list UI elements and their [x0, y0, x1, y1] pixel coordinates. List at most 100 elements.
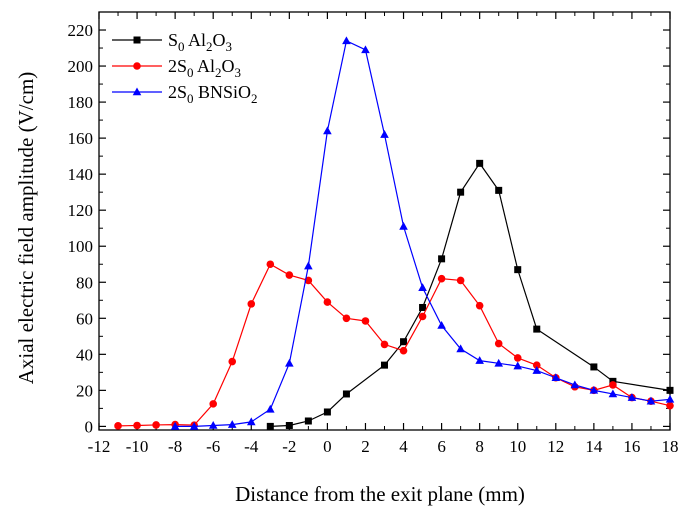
- data-point: [666, 401, 674, 410]
- data-point: [457, 188, 465, 196]
- data-point: [170, 421, 180, 430]
- data-point: [246, 417, 256, 426]
- y-tick-label: 160: [68, 129, 94, 148]
- data-point: [532, 361, 541, 369]
- y-tick-label: 200: [68, 57, 94, 76]
- data-point: [590, 363, 598, 371]
- data-point: [400, 338, 408, 346]
- data-point: [495, 186, 503, 194]
- x-tick-label: -10: [126, 437, 149, 456]
- y-tick-label: 40: [76, 345, 93, 364]
- legend-entry: 2S0 BNSiO2: [168, 82, 258, 106]
- x-tick-label: 8: [475, 437, 484, 456]
- x-axis-title: Distance from the exit plane (mm): [235, 482, 525, 506]
- data-point: [513, 361, 523, 370]
- series-2: [114, 260, 674, 430]
- data-point: [437, 321, 446, 329]
- data-point: [475, 356, 484, 364]
- series-line: [118, 263, 671, 427]
- data-point: [456, 344, 465, 353]
- data-point: [608, 389, 618, 398]
- data-point: [247, 300, 256, 308]
- data-point: [380, 130, 389, 138]
- data-point: [627, 393, 637, 401]
- data-point: [133, 421, 141, 430]
- data-point: [399, 221, 408, 230]
- data-point: [589, 385, 599, 394]
- data-point: [285, 421, 293, 429]
- data-point: [209, 400, 217, 408]
- data-point: [438, 255, 446, 263]
- data-point: [646, 396, 656, 405]
- data-point: [532, 366, 542, 374]
- y-tick-label: 100: [68, 237, 94, 256]
- y-tick-label: 20: [76, 381, 93, 400]
- data-point: [285, 271, 294, 279]
- legend-marker: [133, 36, 141, 44]
- x-tick-label: 12: [547, 437, 564, 456]
- data-point: [570, 380, 580, 389]
- data-point: [418, 283, 427, 291]
- series-1: [266, 159, 674, 430]
- data-point: [361, 45, 370, 54]
- data-point: [114, 422, 122, 430]
- x-tick-label: -4: [244, 437, 259, 456]
- x-tick-label: 4: [399, 437, 408, 456]
- data-point: [419, 303, 427, 311]
- series-layer: [114, 36, 675, 430]
- data-point: [494, 339, 503, 348]
- x-tick-label: -12: [88, 437, 111, 456]
- data-point: [380, 340, 389, 349]
- data-point: [342, 36, 351, 45]
- x-tick-label: 10: [509, 437, 526, 456]
- y-axis-title: Axial electric field amplitude (V/cm): [14, 72, 38, 385]
- data-point: [514, 266, 522, 274]
- data-point: [456, 276, 465, 285]
- data-point: [342, 390, 350, 398]
- data-point: [228, 357, 237, 366]
- data-point: [323, 126, 332, 135]
- data-point: [342, 314, 351, 323]
- data-point: [494, 358, 503, 367]
- x-tick-label: 0: [323, 437, 332, 456]
- data-point: [323, 298, 332, 306]
- data-point: [208, 420, 218, 429]
- data-point: [152, 421, 160, 429]
- x-tick-label: 14: [585, 437, 603, 456]
- data-point: [304, 417, 312, 425]
- data-point: [476, 159, 484, 167]
- data-point: [323, 408, 331, 416]
- data-point: [266, 422, 274, 430]
- data-point: [551, 373, 561, 382]
- y-tick-label: 0: [85, 417, 94, 436]
- series-3: [170, 36, 675, 430]
- x-tick-label: 18: [662, 437, 679, 456]
- data-point: [304, 261, 313, 270]
- data-point: [399, 346, 408, 355]
- y-tick-label: 60: [76, 309, 93, 328]
- data-point: [666, 386, 674, 394]
- data-point: [189, 421, 199, 430]
- data-point: [437, 274, 446, 283]
- y-tick-label: 180: [68, 93, 94, 112]
- x-tick-label: -2: [282, 437, 296, 456]
- data-point: [381, 361, 388, 369]
- data-point: [513, 354, 522, 362]
- data-point: [266, 404, 275, 413]
- data-point: [285, 358, 294, 367]
- x-axis: -12 -10 -8 -6 -4 -2 0 2 4 6 8 10 12 14 16 18: [88, 12, 679, 456]
- x-tick-label: 6: [437, 437, 446, 456]
- x-tick-label: -6: [206, 437, 220, 456]
- x-tick-label: 16: [623, 437, 640, 456]
- x-tick-label: -8: [168, 437, 182, 456]
- legend-marker: [133, 62, 141, 70]
- x-tick-label: 2: [361, 437, 370, 456]
- data-point: [361, 317, 370, 325]
- data-point: [227, 420, 237, 428]
- data-point: [533, 325, 541, 333]
- data-point: [266, 260, 275, 269]
- legend-entry: 2S0 Al2O3: [168, 56, 241, 80]
- y-tick-label: 120: [68, 201, 94, 220]
